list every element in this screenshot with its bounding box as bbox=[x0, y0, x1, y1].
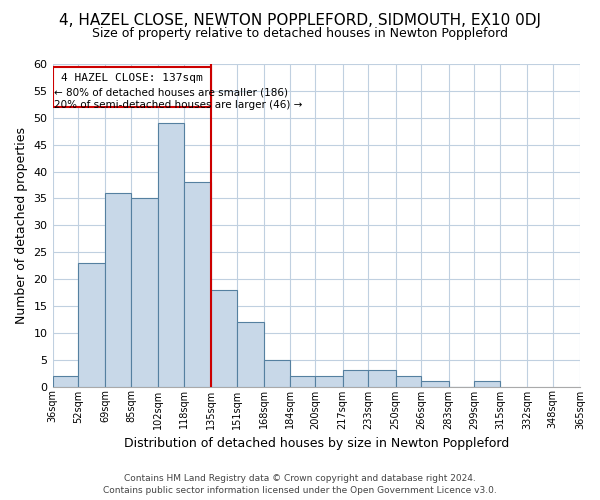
Bar bbox=[290, 376, 316, 386]
X-axis label: Distribution of detached houses by size in Newton Poppleford: Distribution of detached houses by size … bbox=[124, 437, 509, 450]
Bar bbox=[106, 193, 131, 386]
Text: Size of property relative to detached houses in Newton Poppleford: Size of property relative to detached ho… bbox=[92, 28, 508, 40]
Text: 4, HAZEL CLOSE, NEWTON POPPLEFORD, SIDMOUTH, EX10 0DJ: 4, HAZEL CLOSE, NEWTON POPPLEFORD, SIDMO… bbox=[59, 12, 541, 28]
Bar bbox=[395, 376, 421, 386]
Bar bbox=[53, 376, 78, 386]
Bar bbox=[343, 370, 368, 386]
Bar bbox=[368, 370, 395, 386]
Bar bbox=[131, 198, 158, 386]
Bar bbox=[237, 322, 264, 386]
Bar bbox=[474, 381, 500, 386]
Bar bbox=[158, 123, 184, 386]
FancyBboxPatch shape bbox=[53, 66, 211, 107]
Bar bbox=[421, 381, 449, 386]
Text: 4 HAZEL CLOSE: 137sqm: 4 HAZEL CLOSE: 137sqm bbox=[61, 73, 203, 83]
Text: Contains HM Land Registry data © Crown copyright and database right 2024.
Contai: Contains HM Land Registry data © Crown c… bbox=[103, 474, 497, 495]
Bar bbox=[78, 263, 106, 386]
Text: 20% of semi-detached houses are larger (46) →: 20% of semi-detached houses are larger (… bbox=[54, 100, 302, 110]
Text: ← 80% of detached houses are smaller (186): ← 80% of detached houses are smaller (18… bbox=[54, 87, 288, 97]
Bar bbox=[316, 376, 343, 386]
Y-axis label: Number of detached properties: Number of detached properties bbox=[15, 127, 28, 324]
Bar bbox=[184, 182, 211, 386]
Bar bbox=[264, 360, 290, 386]
Bar bbox=[211, 290, 237, 386]
